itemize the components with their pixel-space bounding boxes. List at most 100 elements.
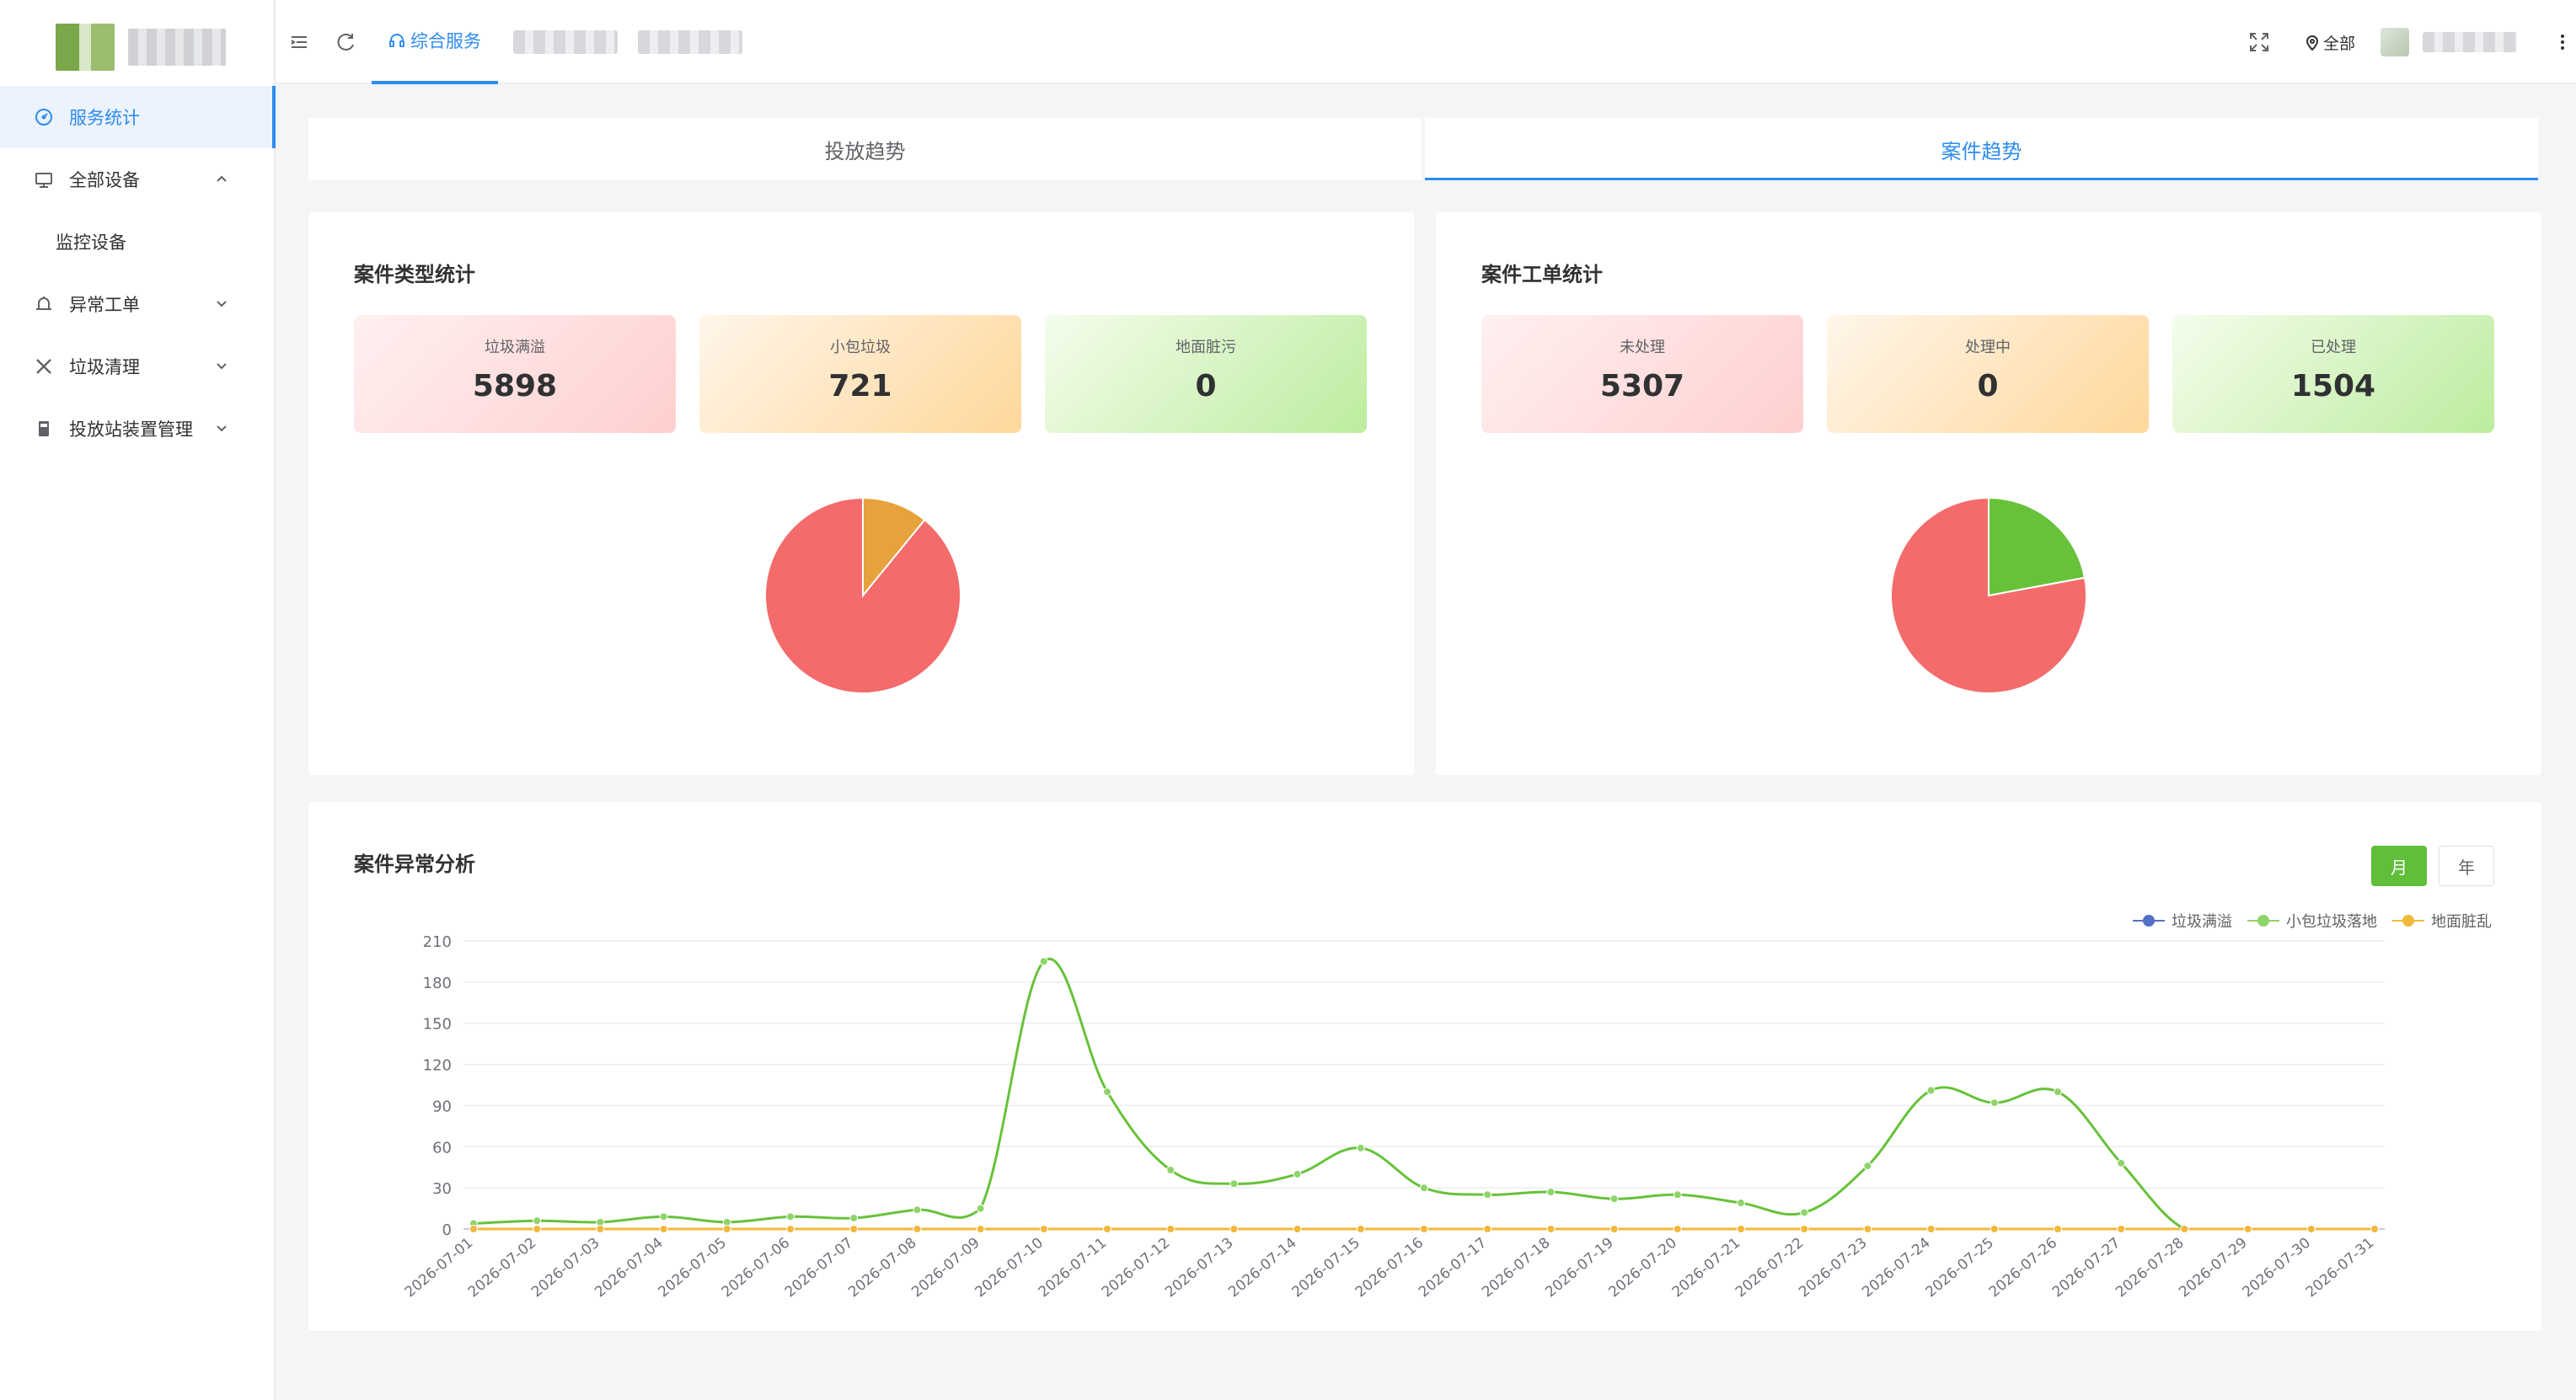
data-point[interactable] bbox=[849, 1225, 859, 1233]
stat-card-overflow: 垃圾满溢 5898 bbox=[354, 315, 676, 433]
sidebar-item-station-management[interactable]: 投放站装置管理 bbox=[0, 398, 274, 460]
x-tick-label: 2026-07-18 bbox=[1479, 1235, 1554, 1301]
data-point[interactable] bbox=[1420, 1184, 1428, 1193]
data-point[interactable] bbox=[2370, 1225, 2379, 1233]
data-point[interactable] bbox=[1039, 957, 1048, 966]
data-point[interactable] bbox=[1103, 1087, 1111, 1097]
data-point[interactable] bbox=[1863, 1162, 1872, 1171]
data-point[interactable] bbox=[1356, 1143, 1365, 1152]
legend-item[interactable]: 地面脏乱 bbox=[2392, 910, 2492, 932]
pie-slice[interactable] bbox=[1890, 496, 2087, 694]
x-tick-label: 2026-07-31 bbox=[2303, 1235, 2378, 1301]
data-point[interactable] bbox=[913, 1205, 922, 1215]
data-point[interactable] bbox=[786, 1225, 795, 1233]
stat-value: 5898 bbox=[472, 369, 558, 403]
data-point[interactable] bbox=[469, 1225, 478, 1233]
data-point[interactable] bbox=[913, 1225, 922, 1233]
chevron-up-icon bbox=[213, 170, 230, 187]
pie-slice[interactable] bbox=[764, 496, 961, 694]
x-tick-label: 2026-07-25 bbox=[1922, 1235, 1997, 1301]
data-point[interactable] bbox=[1546, 1188, 1556, 1197]
data-point[interactable] bbox=[1737, 1199, 1745, 1208]
user-menu[interactable] bbox=[2381, 0, 2517, 84]
data-point[interactable] bbox=[1103, 1225, 1111, 1233]
data-point[interactable] bbox=[1039, 1225, 1048, 1233]
data-point[interactable] bbox=[1293, 1169, 1302, 1178]
data-point[interactable] bbox=[2054, 1225, 2062, 1233]
chevron-down-icon bbox=[213, 357, 230, 374]
tab-comprehensive-service[interactable]: 综合服务 bbox=[372, 0, 498, 84]
sidebar-item-garbage-cleanup[interactable]: 垃圾清理 bbox=[0, 335, 274, 398]
chart-legend: 垃圾满溢 小包垃圾落地 地面脏乱 bbox=[2118, 910, 2492, 932]
sidebar-item-label: 异常工单 bbox=[69, 295, 140, 315]
data-point[interactable] bbox=[1166, 1225, 1176, 1233]
data-point[interactable] bbox=[2180, 1225, 2189, 1233]
data-point[interactable] bbox=[1356, 1225, 1365, 1233]
sidebar-item-abnormal-orders[interactable]: 异常工单 bbox=[0, 273, 274, 335]
legend-symbol-icon bbox=[2247, 915, 2279, 927]
logo-icon bbox=[56, 24, 115, 71]
sidebar-item-all-devices[interactable]: 全部设备 bbox=[0, 148, 274, 211]
data-point[interactable] bbox=[659, 1225, 668, 1233]
data-point[interactable] bbox=[1673, 1190, 1682, 1200]
sidebar-item-service-stats[interactable]: 服务统计 bbox=[0, 86, 276, 148]
y-tick-label: 210 bbox=[423, 933, 452, 951]
fullscreen-icon[interactable] bbox=[2247, 30, 2271, 54]
legend-item[interactable]: 小包垃圾落地 bbox=[2247, 910, 2377, 932]
region-label: 全部 bbox=[2323, 34, 2356, 53]
username-blurred bbox=[2423, 32, 2517, 52]
tab-blurred-1[interactable] bbox=[513, 0, 618, 84]
data-point[interactable] bbox=[1990, 1225, 1999, 1233]
data-point[interactable] bbox=[1229, 1225, 1239, 1233]
data-point[interactable] bbox=[1609, 1194, 1619, 1204]
data-point[interactable] bbox=[596, 1225, 605, 1233]
data-point[interactable] bbox=[2306, 1225, 2316, 1233]
data-point[interactable] bbox=[1800, 1225, 1809, 1233]
data-point[interactable] bbox=[1546, 1225, 1556, 1233]
data-point[interactable] bbox=[1483, 1190, 1492, 1200]
data-point[interactable] bbox=[1737, 1225, 1745, 1233]
data-point[interactable] bbox=[2117, 1158, 2126, 1168]
data-point[interactable] bbox=[1166, 1165, 1176, 1174]
toggle-month-button[interactable]: 月 bbox=[2371, 846, 2427, 886]
data-point[interactable] bbox=[533, 1225, 542, 1233]
tab-blurred-2[interactable] bbox=[638, 0, 742, 84]
data-point[interactable] bbox=[1293, 1225, 1302, 1233]
data-point[interactable] bbox=[1800, 1208, 1809, 1217]
sidebar-item-monitor-devices[interactable]: 监控设备 bbox=[0, 211, 274, 273]
data-point[interactable] bbox=[2054, 1087, 2062, 1097]
data-point[interactable] bbox=[1609, 1225, 1619, 1233]
data-point[interactable] bbox=[786, 1212, 795, 1221]
refresh-icon[interactable] bbox=[335, 30, 358, 54]
data-point[interactable] bbox=[1420, 1225, 1428, 1233]
menu-fold-icon[interactable] bbox=[287, 30, 311, 54]
data-point[interactable] bbox=[533, 1216, 542, 1226]
pie-slice[interactable] bbox=[862, 496, 926, 598]
data-point[interactable] bbox=[1483, 1225, 1492, 1233]
legend-item[interactable]: 垃圾满溢 bbox=[2133, 910, 2232, 932]
data-point[interactable] bbox=[1229, 1179, 1239, 1189]
x-tick-label: 2026-07-11 bbox=[1036, 1235, 1111, 1301]
data-point[interactable] bbox=[1673, 1225, 1682, 1233]
chevron-down-icon bbox=[213, 419, 230, 436]
data-point[interactable] bbox=[1863, 1225, 1872, 1233]
x-tick-label: 2026-07-23 bbox=[1796, 1235, 1871, 1301]
data-point[interactable] bbox=[2243, 1225, 2252, 1233]
pie-slice[interactable] bbox=[1988, 496, 2086, 597]
more-vertical-icon[interactable] bbox=[2551, 30, 2574, 54]
data-point[interactable] bbox=[1926, 1086, 1936, 1095]
tab-label: 案件趋势 bbox=[1941, 139, 2022, 163]
tab-delivery-trend[interactable]: 投放趋势 bbox=[308, 118, 1422, 180]
data-point[interactable] bbox=[1990, 1098, 1999, 1108]
data-point[interactable] bbox=[976, 1204, 985, 1213]
toggle-year-button[interactable]: 年 bbox=[2439, 846, 2494, 886]
data-point[interactable] bbox=[722, 1225, 731, 1233]
data-point[interactable] bbox=[2117, 1225, 2126, 1233]
data-point[interactable] bbox=[1926, 1225, 1936, 1233]
data-point[interactable] bbox=[976, 1225, 985, 1233]
tab-case-trend[interactable]: 案件趋势 bbox=[1422, 118, 2538, 180]
region-selector[interactable]: 全部 bbox=[2305, 0, 2355, 84]
data-point[interactable] bbox=[849, 1213, 859, 1222]
data-point[interactable] bbox=[659, 1212, 668, 1221]
x-tick-label: 2026-07-21 bbox=[1669, 1235, 1744, 1301]
